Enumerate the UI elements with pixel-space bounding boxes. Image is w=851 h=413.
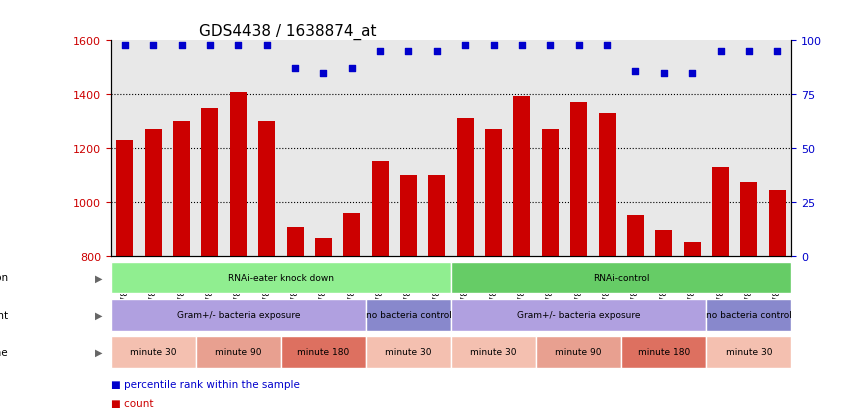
- Point: [345, 66, 358, 73]
- Text: minute 90: minute 90: [215, 348, 261, 356]
- Bar: [570, 103, 587, 256]
- Point: [374, 49, 387, 55]
- Bar: [513, 96, 530, 256]
- Text: ▶: ▶: [94, 310, 102, 320]
- Text: ■ count: ■ count: [111, 398, 153, 408]
- Bar: [117, 140, 134, 256]
- FancyBboxPatch shape: [196, 336, 281, 368]
- Point: [600, 42, 614, 49]
- Point: [260, 42, 273, 49]
- FancyBboxPatch shape: [706, 299, 791, 331]
- FancyBboxPatch shape: [111, 299, 366, 331]
- Point: [685, 70, 699, 77]
- Bar: [740, 182, 757, 256]
- Bar: [258, 122, 275, 256]
- Text: minute 30: minute 30: [471, 348, 517, 356]
- Point: [231, 42, 245, 49]
- FancyBboxPatch shape: [706, 336, 791, 368]
- Bar: [287, 228, 304, 256]
- FancyBboxPatch shape: [111, 262, 451, 294]
- FancyBboxPatch shape: [366, 336, 451, 368]
- Bar: [145, 130, 162, 256]
- Bar: [173, 122, 190, 256]
- Bar: [712, 167, 729, 256]
- FancyBboxPatch shape: [111, 336, 196, 368]
- FancyBboxPatch shape: [366, 299, 451, 331]
- Text: minute 30: minute 30: [130, 348, 176, 356]
- Bar: [768, 190, 785, 256]
- Bar: [428, 176, 445, 256]
- Text: minute 30: minute 30: [386, 348, 431, 356]
- Point: [770, 49, 784, 55]
- Point: [402, 49, 415, 55]
- Text: RNAi-control: RNAi-control: [593, 273, 649, 282]
- Bar: [655, 230, 672, 256]
- Bar: [542, 130, 559, 256]
- Text: RNAi-eater knock down: RNAi-eater knock down: [228, 273, 334, 282]
- Text: minute 30: minute 30: [726, 348, 772, 356]
- Text: Gram+/- bacteria exposure: Gram+/- bacteria exposure: [517, 311, 641, 319]
- FancyBboxPatch shape: [451, 299, 706, 331]
- Point: [714, 49, 728, 55]
- Point: [544, 42, 557, 49]
- Bar: [683, 242, 700, 256]
- Bar: [315, 239, 332, 256]
- Text: ▶: ▶: [94, 347, 102, 357]
- Point: [742, 49, 756, 55]
- Text: minute 180: minute 180: [297, 348, 350, 356]
- Text: GDS4438 / 1638874_at: GDS4438 / 1638874_at: [199, 24, 377, 40]
- Point: [572, 42, 585, 49]
- Point: [487, 42, 500, 49]
- Point: [459, 42, 472, 49]
- FancyBboxPatch shape: [621, 336, 706, 368]
- Point: [657, 70, 671, 77]
- Text: minute 90: minute 90: [556, 348, 602, 356]
- Bar: [627, 216, 644, 256]
- FancyBboxPatch shape: [451, 336, 536, 368]
- FancyBboxPatch shape: [451, 262, 791, 294]
- Bar: [343, 213, 360, 256]
- Bar: [202, 108, 219, 256]
- Bar: [485, 130, 502, 256]
- Text: agent: agent: [0, 310, 9, 320]
- Text: Gram+/- bacteria exposure: Gram+/- bacteria exposure: [176, 311, 300, 319]
- Bar: [598, 114, 615, 256]
- Bar: [372, 162, 389, 256]
- Text: no bacteria control: no bacteria control: [706, 311, 791, 319]
- Point: [317, 70, 330, 77]
- Text: genotype/variation: genotype/variation: [0, 273, 9, 283]
- Point: [288, 66, 302, 73]
- Point: [515, 42, 528, 49]
- Text: time: time: [0, 347, 9, 357]
- FancyBboxPatch shape: [281, 336, 366, 368]
- Point: [174, 42, 188, 49]
- FancyBboxPatch shape: [536, 336, 621, 368]
- Text: ▶: ▶: [94, 273, 102, 283]
- Point: [118, 42, 132, 49]
- Point: [146, 42, 160, 49]
- Text: no bacteria control: no bacteria control: [366, 311, 451, 319]
- Bar: [230, 92, 247, 256]
- Text: ■ percentile rank within the sample: ■ percentile rank within the sample: [111, 379, 300, 389]
- Bar: [457, 119, 474, 256]
- Bar: [400, 176, 417, 256]
- Point: [203, 42, 217, 49]
- Point: [629, 68, 643, 75]
- Text: minute 180: minute 180: [637, 348, 690, 356]
- Point: [430, 49, 443, 55]
